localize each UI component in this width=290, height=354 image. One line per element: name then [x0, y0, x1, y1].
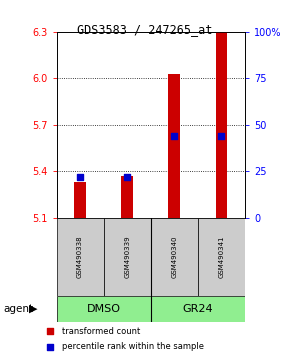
Point: [78, 174, 82, 180]
Bar: [121, 176, 133, 218]
Text: percentile rank within the sample: percentile rank within the sample: [62, 342, 204, 352]
Text: GDS3583 / 247265_at: GDS3583 / 247265_at: [77, 23, 213, 36]
Text: DMSO: DMSO: [87, 304, 121, 314]
Bar: [168, 74, 180, 218]
Text: GSM490341: GSM490341: [218, 235, 224, 278]
Text: GSM490340: GSM490340: [171, 235, 177, 278]
Text: ▶: ▶: [29, 304, 38, 314]
Text: agent: agent: [3, 304, 33, 314]
Text: GR24: GR24: [183, 304, 213, 314]
Point: [48, 344, 52, 350]
Bar: [215, 32, 227, 218]
Text: transformed count: transformed count: [62, 326, 141, 336]
Point: [219, 133, 224, 139]
Text: GSM490339: GSM490339: [124, 235, 130, 278]
Bar: [151, 218, 198, 296]
Bar: [198, 218, 245, 296]
Bar: [104, 218, 151, 296]
Bar: [57, 218, 104, 296]
Point: [172, 133, 177, 139]
Text: GSM490338: GSM490338: [77, 235, 83, 278]
Bar: [74, 182, 86, 218]
Bar: [151, 296, 245, 322]
Bar: [57, 296, 151, 322]
Point: [48, 328, 52, 334]
Point: [125, 174, 130, 180]
